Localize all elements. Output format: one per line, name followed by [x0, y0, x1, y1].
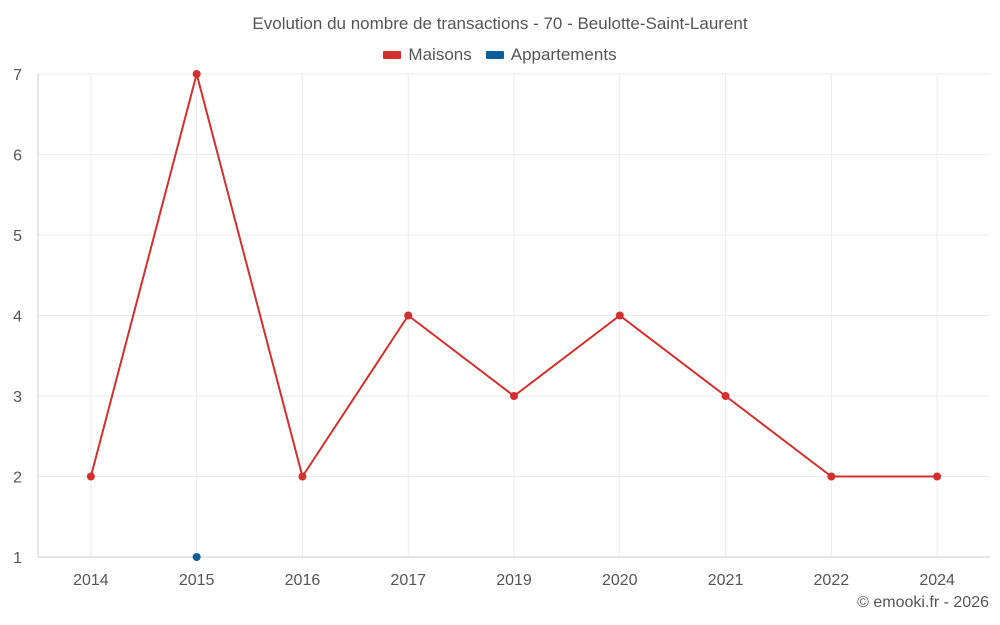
data-point-maisons [933, 472, 942, 481]
legend-item-appartements[interactable]: Appartements [485, 45, 617, 65]
chart-title: Evolution du nombre de transactions - 70… [252, 14, 748, 33]
legend-swatch-appartements [485, 51, 504, 59]
x-tick-label: 2016 [285, 572, 321, 589]
legend-item-maisons[interactable]: Maisons [383, 45, 472, 65]
data-point-maisons [510, 392, 518, 400]
credit-text: © emooki.fr - 2026 [857, 594, 989, 611]
y-tick-label: 7 [13, 67, 22, 84]
data-point-maisons [192, 70, 201, 78]
data-point-maisons [721, 392, 730, 400]
data-point-maisons [827, 472, 836, 481]
x-tick-label: 2020 [602, 572, 638, 589]
y-tick-label: 1 [13, 550, 22, 567]
y-tick-label: 3 [13, 389, 22, 406]
data-point-maisons [298, 472, 307, 481]
legend-label-appartements: Appartements [510, 45, 617, 64]
x-tick-label: 2014 [73, 572, 109, 589]
x-tick-label: 2015 [179, 572, 215, 589]
x-tick-label: 2024 [919, 572, 955, 589]
x-tick-label: 2021 [708, 572, 744, 589]
x-tick-label: 2022 [814, 572, 850, 589]
legend-label-maisons: Maisons [408, 45, 472, 64]
data-point-maisons [615, 311, 624, 320]
legend-swatch-maisons [383, 51, 402, 59]
y-tick-label: 4 [13, 309, 22, 326]
data-point-appartements [192, 553, 201, 561]
x-tick-label: 2019 [496, 572, 532, 589]
y-tick-label: 5 [13, 228, 22, 245]
y-tick-label: 6 [13, 148, 22, 165]
y-tick-label: 2 [13, 470, 22, 487]
legend: Maisons Appartements [0, 45, 1000, 65]
data-point-maisons [404, 311, 413, 320]
data-point-maisons [86, 472, 95, 481]
x-tick-label: 2017 [390, 572, 426, 589]
